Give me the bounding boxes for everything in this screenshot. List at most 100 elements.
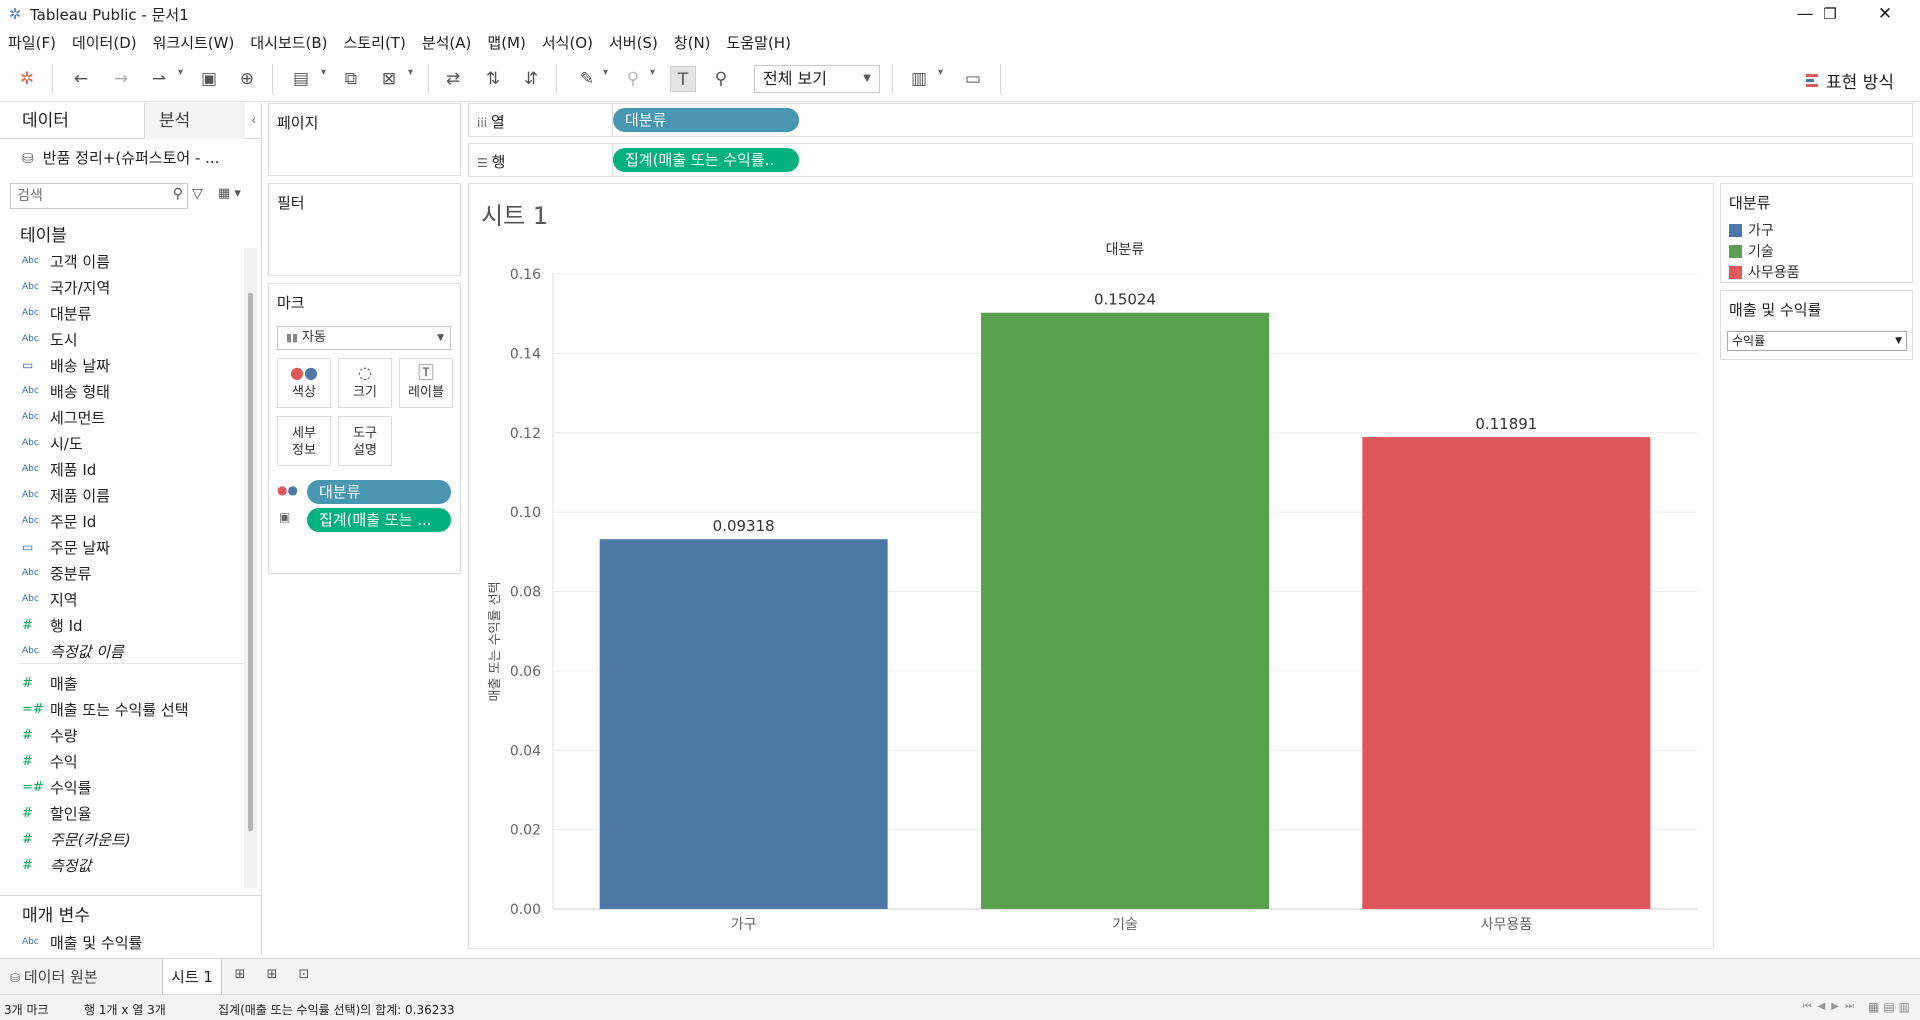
dimension-field[interactable]: Abc 국가/지역 (22, 274, 110, 300)
menu-map[interactable]: 맵(M) (487, 33, 526, 52)
group-members-icon[interactable]: ⚲ (626, 69, 640, 89)
new-worksheet-tab-icon[interactable]: ⊞ (234, 967, 246, 982)
menu-dashboard[interactable]: 대시보드(B) (250, 33, 328, 52)
menu-data[interactable]: 데이터(D) (71, 33, 137, 52)
dimension-field[interactable]: Abc 주문 Id (22, 508, 96, 534)
mark-type-select[interactable]: ▮▮ 자동 ▼ (277, 326, 451, 350)
legend-item[interactable]: 사무용품 (1729, 262, 1800, 282)
dimension-field[interactable]: Abc 지역 (22, 586, 78, 612)
menu-window[interactable]: 창(N) (673, 33, 711, 52)
rows-pill-measure[interactable]: 집계(매출 또는 수익률.. (613, 148, 799, 172)
bar (981, 312, 1269, 909)
fix-axes-icon[interactable]: ⚲ (714, 69, 728, 89)
measure-field[interactable]: # 수량 (22, 722, 78, 748)
menu-server[interactable]: 서버(S) (608, 33, 658, 52)
size-button[interactable]: ◌ 크기 (338, 358, 392, 408)
measure-field[interactable]: =# 매출 또는 수익률 선택 (22, 696, 189, 722)
tab-data[interactable]: 데이터 (0, 103, 145, 139)
dimension-field[interactable]: Abc 제품 Id (22, 456, 96, 482)
show-cards-icon[interactable]: ▥ (910, 69, 928, 89)
dimension-field[interactable]: Abc 배송 형태 (22, 378, 110, 404)
dimension-field[interactable]: Abc 고객 이름 (22, 248, 110, 274)
view-list-icon[interactable]: ▦ ▾ (218, 186, 241, 201)
collapse-pane-icon[interactable]: ‹ (251, 113, 256, 127)
highlight-icon[interactable]: ✎ (579, 69, 595, 89)
presentation-mode-icon[interactable]: ▭ (964, 69, 982, 89)
restore-button[interactable]: ❐ (1823, 5, 1837, 23)
color-button[interactable]: ●● 색상 (277, 358, 331, 408)
scrollbar-thumb[interactable] (248, 293, 253, 831)
clear-sheet-icon[interactable]: ⊠ (381, 69, 397, 89)
menu-analysis[interactable]: 분석(A) (421, 33, 472, 52)
tab-navigation-arrows[interactable]: ⏮◀▶⏭ (1802, 1001, 1860, 1012)
measure-field[interactable]: # 주문(카운트) (22, 826, 131, 852)
tab-analysis[interactable]: 분석 (145, 103, 245, 139)
measure-field[interactable]: # 측정값 (22, 852, 91, 878)
field-name: 국가/지역 (50, 278, 111, 297)
dimension-field[interactable]: Abc 세그먼트 (22, 404, 105, 430)
menu-help[interactable]: 도움말(H) (726, 33, 791, 52)
show-me-button[interactable]: 표현 방식 (1806, 68, 1894, 93)
legend-item[interactable]: 가구 (1729, 220, 1774, 240)
dimension-field[interactable]: Abc 도시 (22, 326, 78, 352)
redo-icon[interactable]: → (113, 69, 129, 89)
dimension-field[interactable]: ▭ 주문 날짜 (22, 534, 110, 560)
dimension-field[interactable]: Abc 시/도 (22, 430, 83, 456)
marks-pill-measure[interactable]: 집계(매출 또는 ... (307, 508, 451, 532)
menu-file[interactable]: 파일(F) (8, 33, 56, 52)
tableau-home-icon[interactable]: ✲ (19, 69, 35, 89)
replay-icon[interactable]: ⇀ (151, 69, 167, 89)
new-story-tab-icon[interactable]: ⊡ (298, 967, 310, 982)
sort-ascending-icon[interactable]: ⇅ (485, 69, 501, 89)
close-button[interactable]: ✕ (1877, 4, 1893, 24)
dimension-field[interactable]: # 행 Id (22, 612, 83, 638)
legend-item[interactable]: 기술 (1729, 241, 1774, 261)
detail-button[interactable]: 세부 정보 (277, 416, 331, 466)
field-search[interactable]: ⚲ (10, 183, 188, 209)
show-mark-labels-icon[interactable]: T (670, 66, 696, 92)
menu-story[interactable]: 스토리(T) (343, 33, 406, 52)
show-me-label: 표현 방식 (1826, 73, 1894, 93)
measure-field[interactable]: # 할인율 (22, 800, 91, 826)
dimension-field[interactable]: Abc 제품 이름 (22, 482, 110, 508)
dimension-field[interactable]: Abc 대분류 (22, 300, 91, 326)
menu-format[interactable]: 서식(O) (541, 33, 593, 52)
tab-datasource[interactable]: ⛁ 데이터 원본 (0, 959, 160, 995)
menu-worksheet[interactable]: 워크시트(W) (152, 33, 235, 52)
pages-card[interactable]: 페이지 (268, 103, 461, 176)
search-input[interactable] (11, 184, 161, 208)
tab-sheet1[interactable]: 시트 1 (162, 959, 222, 995)
minimize-button[interactable]: — (1796, 4, 1814, 24)
duplicate-sheet-icon[interactable]: ⧉ (344, 69, 358, 89)
new-worksheet-icon[interactable]: ▤ (292, 69, 310, 89)
columns-pill-category[interactable]: 대분류 (613, 108, 799, 132)
datasource-item[interactable]: ⛁ 반품 정리+(슈퍼스토어 - ... (22, 147, 219, 168)
detail-label: 세부 정보 (292, 426, 316, 458)
marks-pill-category[interactable]: 대분류 (307, 480, 451, 504)
dimension-field[interactable]: ▭ 배송 날짜 (22, 352, 110, 378)
swap-rows-columns-icon[interactable]: ⇄ (445, 69, 461, 89)
filter-icon[interactable]: ▽ (192, 186, 203, 202)
search-icon[interactable]: ⚲ (172, 186, 183, 202)
calculated-number-icon: =# (22, 701, 44, 717)
new-dashboard-tab-icon[interactable]: ⊞ (266, 967, 278, 982)
fit-view-select[interactable]: 전체 보기 ▼ (754, 65, 880, 93)
parameter-field[interactable]: Abc 매출 및 수익률 (22, 929, 142, 955)
label-button[interactable]: 🅃 레이블 (399, 358, 453, 408)
tab-view-icons[interactable]: ▦▤▥ (1867, 1000, 1914, 1014)
measure-field[interactable]: # 매출 (22, 670, 78, 696)
sort-descending-icon[interactable]: ⇵ (523, 69, 539, 89)
dimension-field[interactable]: Abc 중분류 (22, 560, 91, 586)
undo-icon[interactable]: ← (73, 69, 89, 89)
measure-field[interactable]: =# 수익률 (22, 774, 91, 800)
datasource-name: 반품 정리+(슈퍼스토어 - ... (42, 149, 220, 167)
tooltip-button[interactable]: 도구 설명 (338, 416, 392, 466)
dimension-field[interactable]: Abc 측정값 이름 (22, 638, 124, 664)
parameter-select[interactable]: 수익률 ▼ (1727, 331, 1907, 351)
color-legend: 대분류 가구 기술 사무용품 (1720, 183, 1913, 283)
save-icon[interactable]: ▣ (200, 69, 218, 89)
filters-card[interactable]: 필터 (268, 183, 461, 276)
measure-field[interactable]: # 수익 (22, 748, 78, 774)
new-datasource-icon[interactable]: ⊕ (239, 69, 255, 89)
field-name: 배송 형태 (50, 382, 110, 401)
